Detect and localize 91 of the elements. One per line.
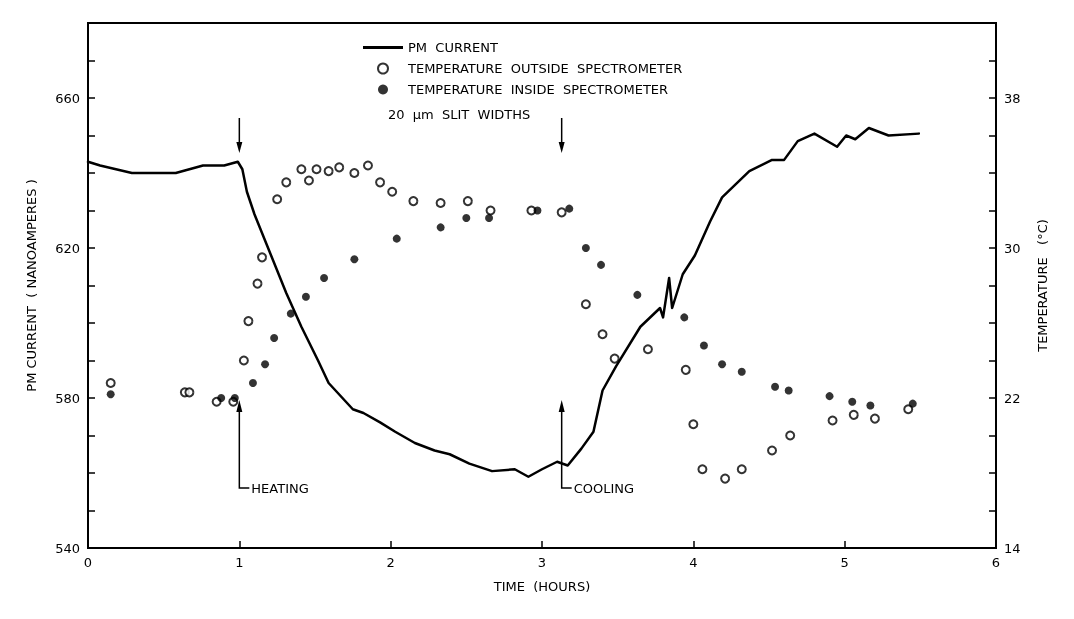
y-axis-title: PM CURRENT ( NANOAMPERES ) — [24, 179, 39, 392]
point — [252, 278, 263, 289]
annotation: 20 µm SLIT WIDTHS — [388, 107, 531, 122]
x-tick-label: 3 — [537, 555, 547, 570]
point — [462, 196, 473, 207]
point — [350, 255, 359, 264]
point — [866, 401, 875, 410]
point — [238, 355, 249, 366]
point — [848, 409, 859, 420]
point — [272, 194, 283, 205]
legend-label: PM CURRENT — [408, 40, 498, 55]
point — [362, 160, 373, 171]
y2-tick-label: 30 — [1004, 240, 1021, 256]
y-tick-label: 620 — [55, 240, 80, 256]
y-tick-label: 660 — [55, 90, 80, 106]
x-tick-label: 4 — [689, 555, 698, 570]
point — [827, 415, 838, 426]
line-series — [86, 126, 921, 478]
x-axis-title: TIME (HOURS) — [492, 579, 591, 594]
point — [243, 316, 254, 327]
point — [642, 344, 653, 355]
point — [680, 313, 689, 322]
point — [375, 177, 386, 188]
point — [334, 162, 345, 173]
point — [908, 399, 917, 408]
point — [303, 175, 314, 186]
ref-line-label: HEATING — [251, 480, 309, 496]
point — [825, 392, 834, 401]
point — [387, 186, 398, 197]
point — [392, 234, 401, 243]
point — [697, 464, 708, 475]
point — [680, 364, 691, 375]
point — [281, 177, 292, 188]
point — [349, 168, 360, 178]
point — [580, 299, 591, 310]
point — [718, 360, 727, 369]
point — [771, 382, 780, 391]
y2-tick-label: 22 — [1004, 390, 1021, 406]
point — [270, 334, 279, 342]
ref-line-label: COOLING — [573, 480, 635, 496]
point — [720, 473, 731, 484]
x-tick-label: 6 — [991, 555, 1001, 570]
y-tick-label: 580 — [55, 390, 80, 406]
point — [784, 386, 793, 395]
point — [301, 292, 310, 301]
point — [485, 205, 496, 216]
y-tick-label: 540 — [55, 540, 80, 556]
point — [609, 353, 620, 364]
point — [556, 207, 567, 218]
point — [736, 464, 747, 475]
x-tick-label: 5 — [840, 555, 849, 570]
legend-label: TEMPERATURE OUTSIDE SPECTROMETER — [407, 61, 683, 76]
point — [848, 397, 857, 406]
point — [217, 394, 226, 402]
x-tick-label: 0 — [83, 555, 93, 570]
point — [485, 214, 494, 222]
point — [436, 223, 445, 232]
y2-tick-label: 14 — [1004, 540, 1021, 556]
y2-tick-label: 38 — [1004, 90, 1021, 106]
point — [533, 206, 542, 215]
point — [257, 252, 268, 263]
point — [311, 164, 322, 175]
point — [597, 260, 606, 269]
point — [320, 274, 329, 282]
point — [565, 204, 574, 213]
point — [261, 360, 270, 369]
point — [633, 290, 642, 299]
legend-label: TEMPERATURE INSIDE SPECTROMETER — [407, 82, 669, 97]
point — [597, 329, 608, 340]
point — [737, 367, 746, 376]
point — [106, 390, 115, 399]
y2-axis-title: TEMPERATURE (°C) — [1035, 219, 1050, 353]
point — [462, 214, 471, 222]
point — [286, 309, 295, 318]
x-tick-label: 2 — [386, 555, 395, 570]
point — [688, 419, 699, 430]
point — [323, 166, 334, 177]
point — [408, 196, 419, 207]
point — [105, 378, 116, 388]
point — [296, 164, 307, 175]
x-tick-label: 1 — [235, 555, 244, 570]
point — [230, 394, 239, 402]
point — [581, 244, 590, 252]
point — [903, 404, 914, 415]
point — [435, 198, 446, 208]
point — [699, 341, 708, 350]
point — [248, 379, 257, 387]
point — [767, 445, 778, 456]
point — [869, 413, 880, 424]
point — [184, 387, 195, 398]
point — [785, 430, 796, 441]
